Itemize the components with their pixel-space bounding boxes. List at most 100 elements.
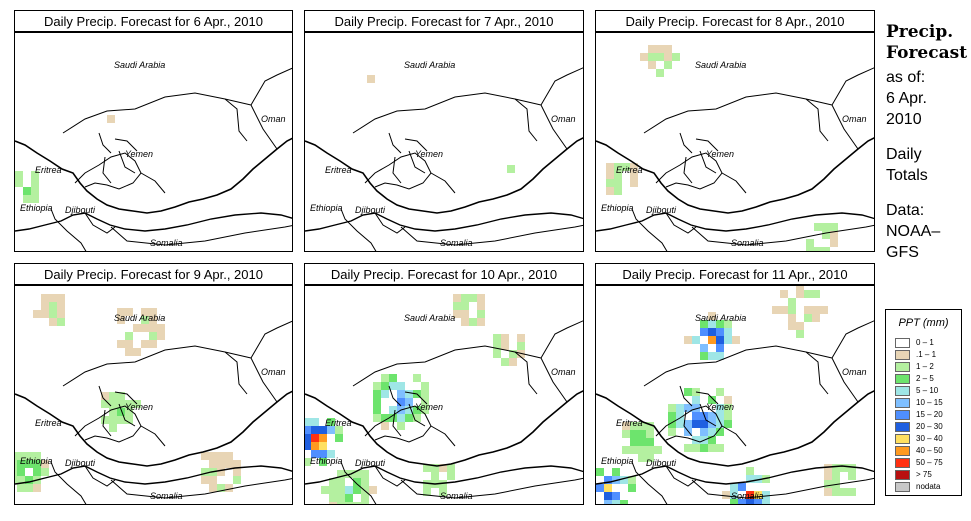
precip-layer [305,294,525,504]
precip-cell [638,430,646,438]
precip-cell [708,396,716,404]
precip-cell [225,460,233,468]
sidebar-heading-line2: Forecast [886,43,968,63]
precip-cell [620,500,628,504]
precip-cell [461,318,469,326]
precip-cell [57,302,65,310]
map-label-eritrea: Eritrea [35,418,62,428]
precip-cell [596,484,604,492]
precip-cell [117,392,125,400]
precip-cell [746,499,754,504]
legend-swatch [895,458,910,468]
border-line [514,351,538,395]
precip-cell [389,374,397,382]
border-line [74,405,142,443]
precip-cell [788,322,796,330]
precip-cell [716,404,724,412]
precip-cell [638,422,646,430]
precip-cell [217,468,225,476]
precip-cell [848,488,856,496]
map-label-ethiopia: Ethiopia [310,203,343,213]
precip-cell [329,478,337,486]
precip-cell [708,352,716,360]
precip-cell [361,502,369,504]
precip-cell [630,163,638,171]
precip-cell [507,165,515,173]
border-line [224,98,248,142]
precip-cell [49,318,57,326]
precip-cell [730,491,738,499]
legend-label: 10 – 15 [916,398,943,407]
precip-cell [25,484,33,492]
border-line [631,461,668,504]
precip-cell [311,426,319,434]
precip-cell [646,422,654,430]
map-label-ethiopia: Ethiopia [601,203,634,213]
border-line [430,425,456,447]
precip-cell [117,316,125,324]
precip-cell [353,478,361,486]
daily-label-line2: Totals [886,167,928,184]
precip-cell [606,171,614,179]
precip-cell [305,458,311,466]
precip-cell [638,438,646,446]
border-line [655,405,723,443]
precip-cell [700,352,708,360]
precip-cell [225,484,233,492]
precip-cell [477,302,485,310]
legend-label: 15 – 20 [916,410,943,419]
precip-cell [692,420,700,428]
precip-cell [822,247,830,251]
precip-cell [832,488,840,496]
border-line [110,225,292,246]
border-line [84,212,116,234]
map-label-djibouti: Djibouti [65,458,96,468]
border-line [374,465,406,487]
map-label-yemen: Yemen [415,402,443,412]
precip-cell [149,324,157,332]
precip-cell [746,491,754,499]
precip-cell [848,464,856,472]
border-line [98,132,112,154]
precip-cell [646,438,654,446]
precip-cell [397,382,405,390]
precip-cell [620,476,628,484]
border-line [388,385,402,407]
map-label-oman: Oman [842,367,867,377]
border-line [430,172,456,194]
map-label-somalia: Somalia [150,491,183,501]
panel-title: Daily Precip. Forecast for 9 Apr., 2010 [14,263,293,285]
map-svg: Saudi Arabia Oman Yemen Eritrea Ethiopia Djib… [596,286,874,504]
precip-cell [141,308,149,316]
border-line [699,150,717,174]
precip-cell [23,195,31,203]
precip-cell [716,388,724,396]
legend-label: nodata [916,482,941,491]
precip-cell [746,467,754,475]
panel-map: Saudi Arabia Oman Yemen Eritrea Ethiopia Djib… [14,32,293,252]
precip-cell [17,484,25,492]
precip-cell [630,179,638,187]
precip-cell [684,444,692,452]
data-source-line1: Data: [886,202,925,219]
precip-cell [305,434,311,442]
precip-cell [125,308,133,316]
precip-cell [692,404,700,412]
precip-cell [15,179,23,187]
precip-cell [381,382,389,390]
precip-cell [724,412,732,420]
precip-cell [606,179,614,187]
map-label-yemen: Yemen [706,402,734,412]
precip-cell [676,404,684,412]
legend-label: 1 – 2 [916,362,934,371]
precip-cell [33,484,41,492]
precip-cell [493,334,501,342]
precip-cell [345,502,353,504]
precip-cell [141,316,149,324]
precip-cell [700,344,708,352]
precip-cell [133,348,141,356]
precip-cell [125,340,133,348]
border-line [404,391,428,405]
precip-cell [109,400,117,408]
border-line [250,67,292,106]
